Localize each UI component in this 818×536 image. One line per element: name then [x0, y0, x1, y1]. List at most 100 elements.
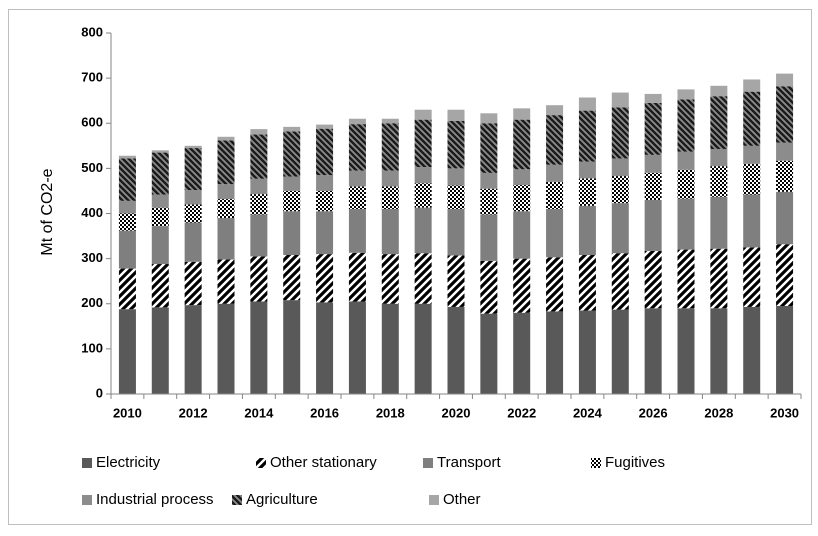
legend-swatch: [256, 458, 266, 468]
bar-segment: [546, 181, 564, 209]
bar-segment: [710, 166, 728, 197]
bar-segment: [348, 170, 366, 187]
bar-segment: [776, 73, 794, 87]
bar-segment: [447, 168, 465, 186]
bar-segment: [513, 185, 531, 212]
bar-segment: [414, 109, 432, 120]
legend-swatch: [82, 458, 92, 468]
bar-segment: [217, 136, 235, 141]
bar-segment: [414, 183, 432, 208]
bar-segment: [348, 252, 366, 302]
x-tick-label: 2030: [770, 405, 799, 420]
bar-segment: [578, 178, 596, 206]
bar-segment: [776, 160, 794, 192]
bar-segment: [151, 307, 169, 394]
bar-segment: [677, 169, 695, 199]
bar-segment: [677, 151, 695, 170]
bar-segment: [447, 109, 465, 121]
bar-segment: [151, 150, 169, 153]
bar-segment: [217, 259, 235, 304]
bar-segment: [447, 185, 465, 209]
bar-segment: [118, 230, 136, 269]
bar-segment: [381, 123, 399, 171]
bar-segment: [414, 303, 432, 394]
legend-swatch: [232, 495, 242, 505]
bar-segment: [250, 194, 268, 215]
bar-segment: [611, 92, 629, 108]
bar-segment: [480, 188, 498, 215]
x-tick-label: 2016: [310, 405, 339, 420]
x-tick-label: 2022: [507, 405, 536, 420]
bar-segment: [316, 302, 334, 394]
bar-segment: [414, 207, 432, 254]
legend-label: Fugitives: [605, 454, 665, 471]
legend-label: Other stationary: [270, 454, 377, 471]
bar-segment: [743, 91, 761, 146]
bar-segment: [283, 300, 301, 394]
bar-segment: [480, 260, 498, 314]
bar-segment: [184, 145, 202, 149]
y-tick-label: 100: [81, 340, 103, 355]
bar-segment: [611, 158, 629, 177]
bar-segment: [513, 211, 531, 259]
bar-segment: [184, 204, 202, 223]
x-tick-label: 2028: [704, 405, 733, 420]
bar-segment: [217, 218, 235, 260]
bar-segment: [283, 176, 301, 191]
bar-segment: [217, 303, 235, 394]
bar-segment: [513, 312, 531, 394]
bar-segment: [513, 258, 531, 313]
bar-segment: [250, 134, 268, 179]
bar-segment: [250, 301, 268, 394]
bar-segment: [513, 108, 531, 120]
bar-segment: [151, 226, 169, 265]
bar-segment: [710, 248, 728, 309]
bar-segment: [316, 211, 334, 255]
bar-segment: [348, 124, 366, 171]
bar-segment: [447, 306, 465, 394]
bar-segment: [118, 309, 136, 394]
bar-segment: [381, 118, 399, 124]
bar-segment: [348, 208, 366, 253]
x-tick-label: 2012: [179, 405, 208, 420]
legend-swatch: [429, 495, 439, 505]
bar-segment: [776, 142, 794, 161]
bar-segment: [348, 118, 366, 125]
x-tick-label: 2024: [573, 405, 603, 420]
legend-swatch: [423, 458, 433, 468]
bar-segment: [546, 208, 564, 258]
bar-segment: [546, 257, 564, 312]
bar-segment: [381, 208, 399, 255]
bar-segment: [578, 110, 596, 162]
bar-segment: [217, 184, 235, 200]
bar-segment: [644, 154, 662, 173]
bar-segment: [480, 172, 498, 189]
bar-segment: [348, 186, 366, 209]
bar-segment: [250, 256, 268, 302]
bar-segment: [480, 113, 498, 124]
bar-segment: [184, 305, 202, 394]
bar-segment: [151, 152, 169, 195]
bar-segment: [316, 254, 334, 303]
bar-segment: [677, 198, 695, 250]
bar-segment: [578, 97, 596, 111]
bar-segment: [644, 308, 662, 394]
bar-segment: [316, 190, 334, 212]
y-tick-label: 800: [81, 24, 103, 39]
legend-label: Agriculture: [246, 491, 318, 508]
bar-segment: [447, 255, 465, 307]
bar-segment: [381, 170, 399, 187]
bar-segment: [414, 167, 432, 184]
y-tick-label: 500: [81, 160, 103, 175]
y-tick-label: 600: [81, 115, 103, 130]
y-tick-label: 400: [81, 205, 103, 220]
x-tick-label: 2018: [376, 405, 405, 420]
bar-segment: [414, 119, 432, 168]
bar-segment: [316, 128, 334, 176]
bar-segment: [513, 169, 531, 186]
bar-segment: [118, 200, 136, 214]
legend-label: Industrial process: [96, 491, 214, 508]
bar-segment: [151, 264, 169, 308]
bar-segment: [480, 214, 498, 261]
